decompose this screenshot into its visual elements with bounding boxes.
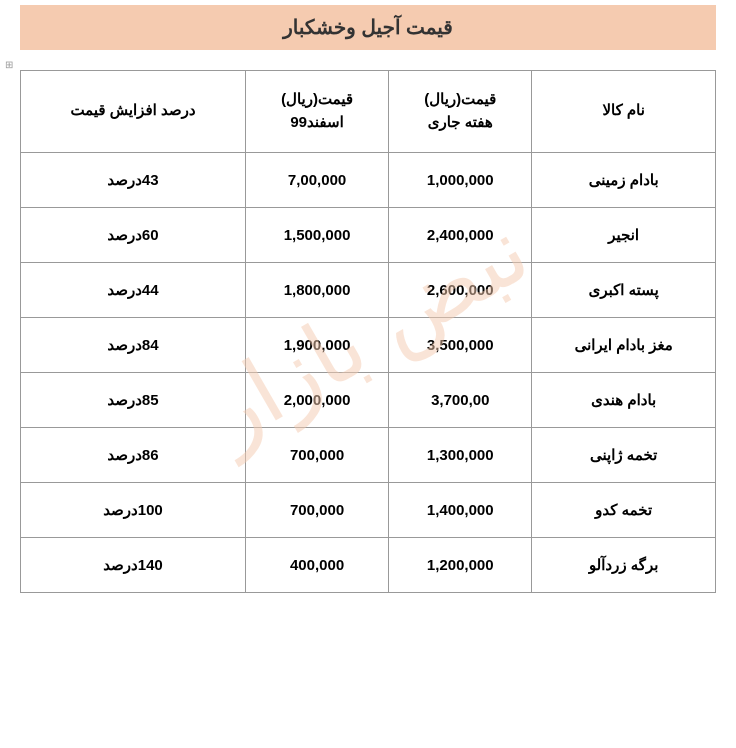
cell-name: برگه زردآلو — [532, 538, 716, 593]
table-container: نبض بازار نام کالا قیمت(ریال) هفته جاری … — [20, 70, 716, 593]
cell-name: تخمه ژاپنی — [532, 428, 716, 483]
corner-mark: ⊞ — [5, 60, 13, 71]
cell-current: 1,400,000 — [389, 483, 532, 538]
cell-name: انجیر — [532, 208, 716, 263]
cell-name: پسته اکبری — [532, 263, 716, 318]
cell-increase: 140درصد — [21, 538, 246, 593]
header-row: نام کالا قیمت(ریال) هفته جاری قیمت(ریال)… — [21, 71, 716, 153]
cell-current: 2,600,000 — [389, 263, 532, 318]
cell-old: 700,000 — [245, 428, 388, 483]
cell-current: 1,300,000 — [389, 428, 532, 483]
cell-increase: 84درصد — [21, 318, 246, 373]
table-row: بادام زمینی 1,000,000 7,00,000 43درصد — [21, 153, 716, 208]
table-row: تخمه کدو 1,400,000 700,000 100درصد — [21, 483, 716, 538]
header-name: نام کالا — [532, 71, 716, 153]
cell-old: 1,900,000 — [245, 318, 388, 373]
table-row: برگه زردآلو 1,200,000 400,000 140درصد — [21, 538, 716, 593]
cell-old: 7,00,000 — [245, 153, 388, 208]
cell-increase: 44درصد — [21, 263, 246, 318]
header-old: قیمت(ریال) اسفند99 — [245, 71, 388, 153]
cell-increase: 85درصد — [21, 373, 246, 428]
cell-name: بادام هندی — [532, 373, 716, 428]
cell-increase: 60درصد — [21, 208, 246, 263]
cell-old: 700,000 — [245, 483, 388, 538]
title-bar: قیمت آجیل وخشکبار — [20, 5, 716, 50]
table-row: تخمه ژاپنی 1,300,000 700,000 86درصد — [21, 428, 716, 483]
cell-current: 2,400,000 — [389, 208, 532, 263]
cell-current: 1,200,000 — [389, 538, 532, 593]
header-increase: درصد افزایش قیمت — [21, 71, 246, 153]
cell-old: 400,000 — [245, 538, 388, 593]
table-row: مغز بادام ایرانی 3,500,000 1,900,000 84د… — [21, 318, 716, 373]
cell-old: 1,800,000 — [245, 263, 388, 318]
cell-current: 1,000,000 — [389, 153, 532, 208]
cell-name: بادام زمینی — [532, 153, 716, 208]
table-row: بادام هندی 3,700,00 2,000,000 85درصد — [21, 373, 716, 428]
cell-current: 3,700,00 — [389, 373, 532, 428]
cell-current: 3,500,000 — [389, 318, 532, 373]
cell-name: تخمه کدو — [532, 483, 716, 538]
cell-increase: 86درصد — [21, 428, 246, 483]
header-current: قیمت(ریال) هفته جاری — [389, 71, 532, 153]
table-row: پسته اکبری 2,600,000 1,800,000 44درصد — [21, 263, 716, 318]
table-row: انجیر 2,400,000 1,500,000 60درصد — [21, 208, 716, 263]
page-title: قیمت آجیل وخشکبار — [283, 17, 453, 39]
cell-increase: 100درصد — [21, 483, 246, 538]
price-table: نام کالا قیمت(ریال) هفته جاری قیمت(ریال)… — [20, 70, 716, 593]
cell-increase: 43درصد — [21, 153, 246, 208]
cell-old: 2,000,000 — [245, 373, 388, 428]
cell-name: مغز بادام ایرانی — [532, 318, 716, 373]
cell-old: 1,500,000 — [245, 208, 388, 263]
